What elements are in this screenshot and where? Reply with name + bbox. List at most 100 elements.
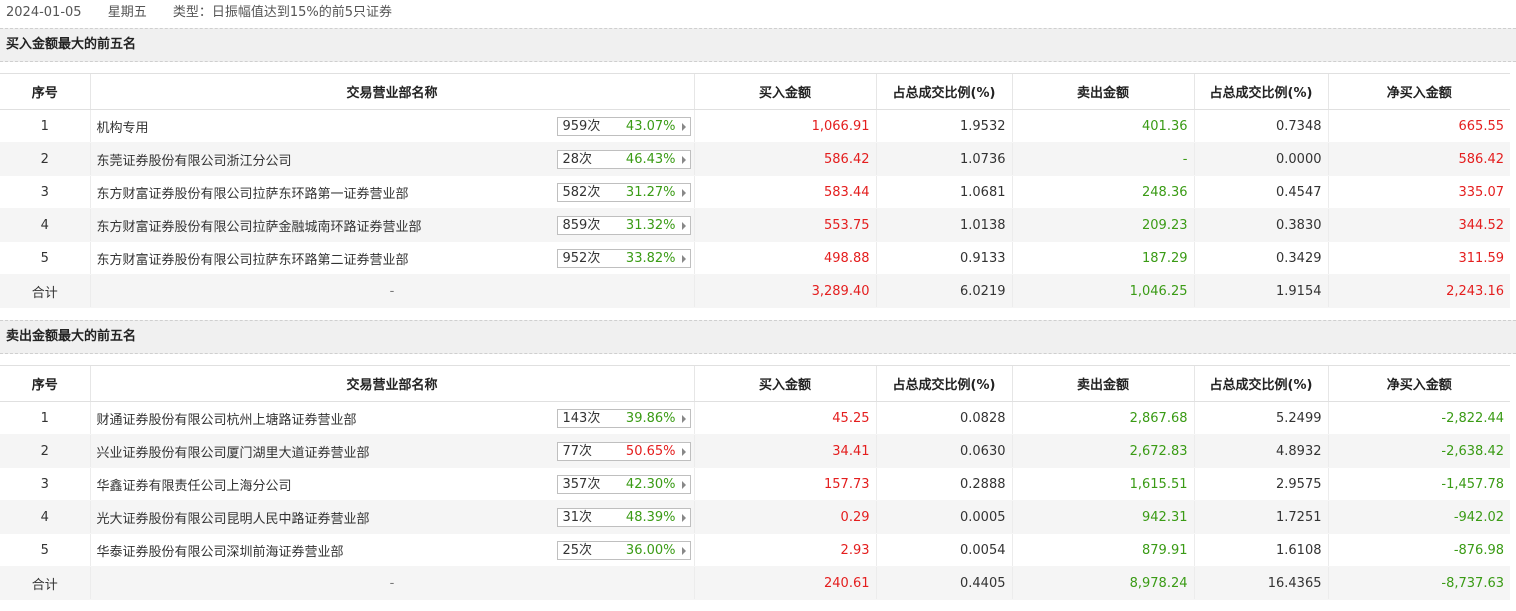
row-index: 2 — [0, 434, 90, 468]
branch-name-link[interactable]: 财通证券股份有限公司杭州上塘路证券营业部 — [96, 412, 357, 428]
branch-cell: 东莞证券股份有限公司浙江分公司 28次 46.43% — [89, 142, 694, 176]
table-row: 1 财通证券股份有限公司杭州上塘路证券营业部 143次 39.86% 45.25 0.08… — [0, 401, 1510, 435]
sell-ratio: 0.4547 — [1193, 175, 1328, 209]
branch-name-link[interactable]: 华泰证券股份有限公司深圳前海证券营业部 — [96, 544, 344, 560]
branch-name-link[interactable]: 东方财富证券股份有限公司拉萨东环路第一证券营业部 — [96, 186, 409, 202]
table-row: 5 华泰证券股份有限公司深圳前海证券营业部 25次 36.00% 2.93 0.0054 8… — [0, 533, 1510, 567]
win-rate: 39.86% — [625, 411, 676, 426]
total-row: 合计 -3,289.40 6.0219 1,046.25 1.9154 2,243.16 — [0, 274, 1510, 308]
sell-ratio: 4.8932 — [1193, 434, 1328, 468]
total-branch-placeholder: - — [89, 274, 694, 308]
branch-stats-button[interactable]: 77次 50.65% — [556, 442, 691, 461]
row-index: 2 — [0, 142, 90, 176]
caret-right-icon — [681, 222, 686, 230]
branch-name-link[interactable]: 东方财富证券股份有限公司拉萨东环路第二证券营业部 — [96, 252, 409, 268]
listing-count: 357次 — [562, 477, 601, 492]
sell-amount: 187.29 — [1011, 241, 1194, 275]
buy-top-table: 序号 交易营业部名称 买入金额 占总成交比例(%) 卖出金额 占总成交比例(%)… — [0, 73, 1510, 308]
total-net-buy-amount: 2,243.16 — [1327, 274, 1510, 308]
row-index: 1 — [0, 401, 90, 435]
branch-name-link[interactable]: 东莞证券股份有限公司浙江分公司 — [96, 153, 292, 169]
branch-name-link[interactable]: 机构专用 — [96, 120, 149, 136]
listing-count: 582次 — [562, 185, 601, 200]
buy-ratio: 0.0005 — [875, 500, 1012, 534]
col-index-header: 序号 — [0, 73, 90, 110]
total-buy-ratio: 6.0219 — [875, 274, 1012, 308]
col-branch-header: 交易营业部名称 — [89, 73, 694, 110]
col-net-header: 净买入金额 — [1327, 73, 1510, 110]
net-buy-amount: -1,457.78 — [1327, 467, 1510, 501]
listing-count: 143次 — [562, 411, 601, 426]
branch-stats-button[interactable]: 959次 43.07% — [556, 117, 691, 136]
win-rate: 36.00% — [625, 543, 676, 558]
buy-ratio: 0.2888 — [875, 467, 1012, 501]
buy-ratio: 0.0630 — [875, 434, 1012, 468]
caret-right-icon — [681, 514, 686, 522]
sell-ratio: 1.7251 — [1193, 500, 1328, 534]
col-sell-header: 卖出金额 — [1011, 73, 1194, 110]
branch-name-link[interactable]: 光大证券股份有限公司昆明人民中路证券营业部 — [96, 511, 370, 527]
buy-top-body: 1 机构专用 959次 43.07% 1,066.91 1.9532 401.36 0.734… — [0, 109, 1510, 308]
branch-stats-button[interactable]: 859次 31.32% — [556, 216, 691, 235]
sell-amount: 2,672.83 — [1011, 434, 1194, 468]
branch-name-link[interactable]: 华鑫证券有限责任公司上海分公司 — [96, 478, 292, 494]
buy-amount: 553.75 — [693, 208, 876, 242]
col-buy-ratio-header: 占总成交比例(%) — [875, 365, 1012, 402]
sell-ratio: 0.0000 — [1193, 142, 1328, 176]
table-header-row: 序号 交易营业部名称 买入金额 占总成交比例(%) 卖出金额 占总成交比例(%)… — [0, 73, 1510, 110]
listing-count: 77次 — [562, 444, 593, 459]
buy-amount: 45.25 — [693, 401, 876, 435]
branch-cell: 光大证券股份有限公司昆明人民中路证券营业部 31次 48.39% — [89, 500, 694, 534]
branch-stats-button[interactable]: 31次 48.39% — [556, 508, 691, 527]
buy-amount: 1,066.91 — [693, 109, 876, 143]
caret-right-icon — [681, 123, 686, 131]
buy-amount: 498.88 — [693, 241, 876, 275]
caret-right-icon — [681, 189, 686, 197]
col-buy-header: 买入金额 — [693, 365, 876, 402]
listing-count: 28次 — [562, 152, 593, 167]
buy-ratio: 1.9532 — [875, 109, 1012, 143]
branch-stats-button[interactable]: 28次 46.43% — [556, 150, 691, 169]
branch-name-link[interactable]: 兴业证券股份有限公司厦门湖里大道证券营业部 — [96, 445, 370, 461]
col-sell-ratio-header: 占总成交比例(%) — [1193, 365, 1328, 402]
branch-cell: 东方财富证券股份有限公司拉萨东环路第一证券营业部 582次 31.27% — [89, 175, 694, 209]
caret-right-icon — [681, 255, 686, 263]
sell-ratio: 0.3429 — [1193, 241, 1328, 275]
win-rate: 31.27% — [625, 185, 676, 200]
branch-stats-button[interactable]: 582次 31.27% — [556, 183, 691, 202]
win-rate: 46.43% — [625, 152, 676, 167]
branch-stats-button[interactable]: 25次 36.00% — [556, 541, 691, 560]
branch-cell: 财通证券股份有限公司杭州上塘路证券营业部 143次 39.86% — [89, 401, 694, 435]
branch-cell: 东方财富证券股份有限公司拉萨金融城南环路证券营业部 859次 31.32% — [89, 208, 694, 242]
caret-right-icon — [681, 547, 686, 555]
sell-amount: 248.36 — [1011, 175, 1194, 209]
row-index: 5 — [0, 533, 90, 567]
branch-stats-button[interactable]: 143次 39.86% — [556, 409, 691, 428]
weekday: 星期五 — [107, 5, 147, 20]
buy-ratio: 1.0138 — [875, 208, 1012, 242]
row-index: 4 — [0, 500, 90, 534]
total-label: 合计 — [0, 566, 90, 600]
table-row: 4 东方财富证券股份有限公司拉萨金融城南环路证券营业部 859次 31.32% 553.… — [0, 208, 1510, 242]
sell-amount: 1,615.51 — [1011, 467, 1194, 501]
net-buy-amount: -942.02 — [1327, 500, 1510, 534]
col-sell-header: 卖出金额 — [1011, 365, 1194, 402]
sell-ratio: 0.3830 — [1193, 208, 1328, 242]
buy-amount: 586.42 — [693, 142, 876, 176]
buy-ratio: 1.0681 — [875, 175, 1012, 209]
total-sell-ratio: 1.9154 — [1193, 274, 1328, 308]
sell-amount: 401.36 — [1011, 109, 1194, 143]
table-header-row: 序号 交易营业部名称 买入金额 占总成交比例(%) 卖出金额 占总成交比例(%)… — [0, 365, 1510, 402]
branch-name-link[interactable]: 东方财富证券股份有限公司拉萨金融城南环路证券营业部 — [96, 219, 422, 235]
total-sell-ratio: 16.4365 — [1193, 566, 1328, 600]
net-buy-amount: 586.42 — [1327, 142, 1510, 176]
win-rate: 43.07% — [625, 119, 676, 134]
branch-stats-button[interactable]: 357次 42.30% — [556, 475, 691, 494]
branch-cell: 机构专用 959次 43.07% — [89, 109, 694, 143]
row-index: 1 — [0, 109, 90, 143]
table-row: 1 机构专用 959次 43.07% 1,066.91 1.9532 401.36 0.734… — [0, 109, 1510, 143]
caret-right-icon — [681, 156, 686, 164]
sell-ratio: 0.7348 — [1193, 109, 1328, 143]
row-index: 3 — [0, 175, 90, 209]
branch-stats-button[interactable]: 952次 33.82% — [556, 249, 691, 268]
